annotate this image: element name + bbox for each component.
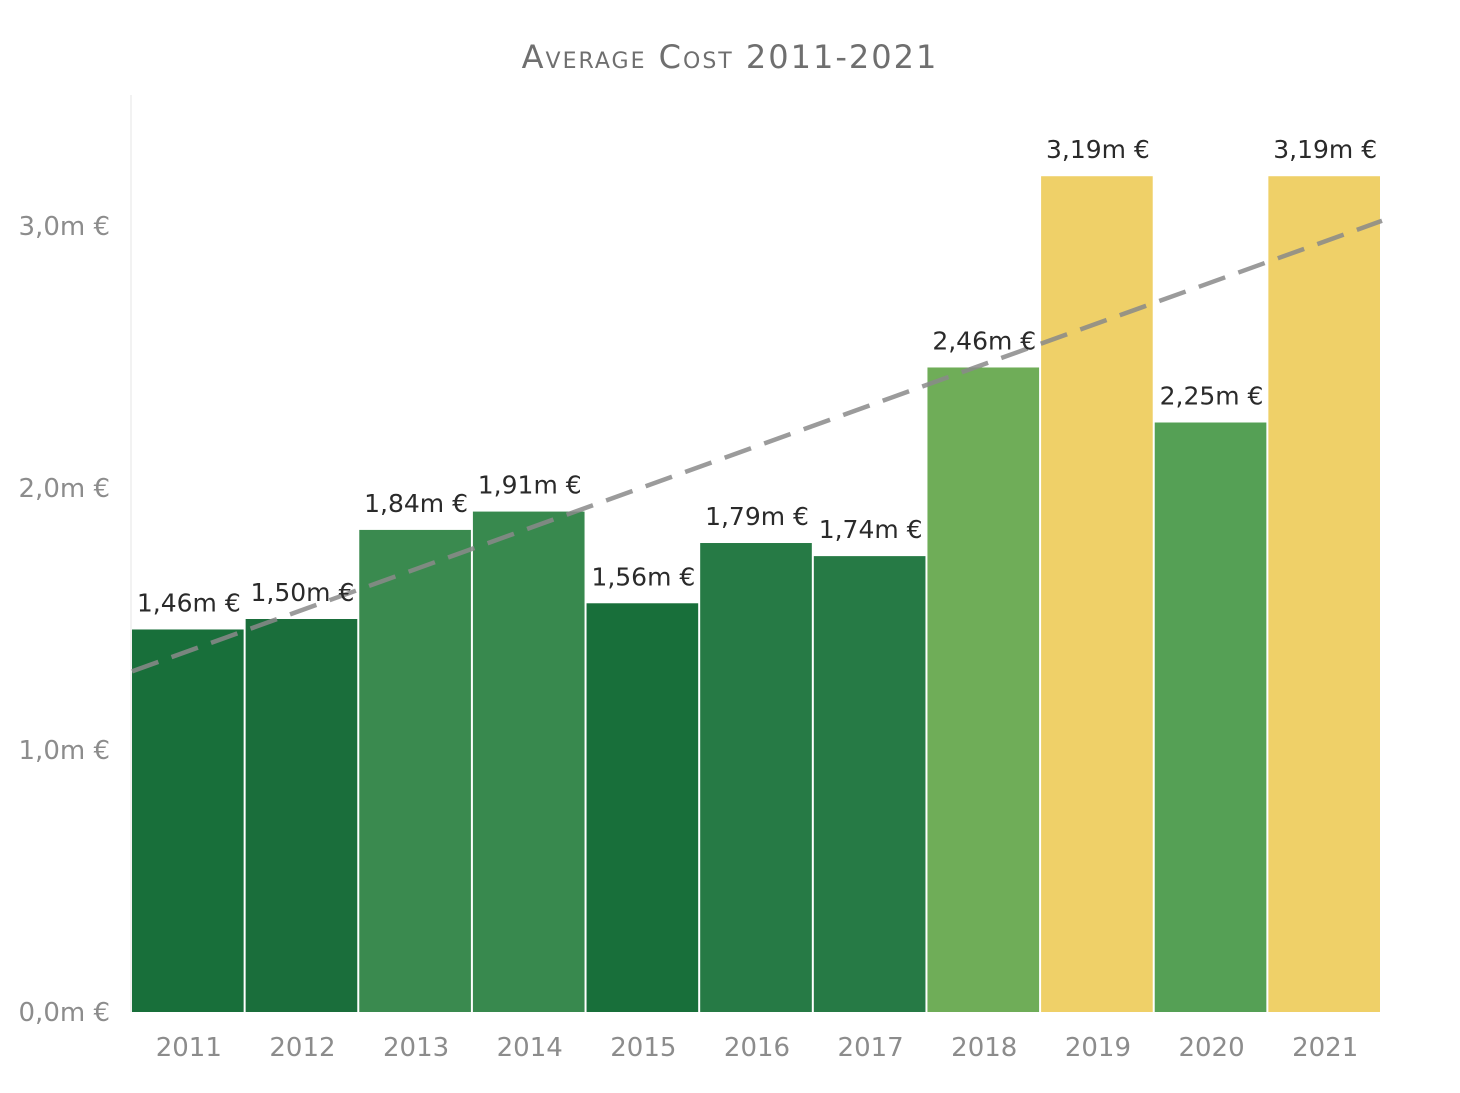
- x-tick-label: 2014: [497, 1033, 563, 1063]
- trend-layer: [131, 218, 1383, 674]
- bar-2011[interactable]: [132, 629, 244, 1012]
- data-label: 1,50m €: [251, 578, 355, 607]
- data-label: 1,84m €: [364, 489, 468, 518]
- x-tick-label: 2015: [610, 1033, 676, 1063]
- x-tick-label: 2016: [724, 1033, 790, 1063]
- bar-2014[interactable]: [472, 511, 585, 1012]
- y-tick-label: 2,0m €: [19, 474, 110, 504]
- x-tick-label: 2019: [1065, 1033, 1131, 1063]
- data-label: 1,46m €: [137, 588, 241, 617]
- bar-2015[interactable]: [586, 603, 699, 1012]
- data-label: 2,46m €: [932, 326, 1036, 355]
- bar-2013[interactable]: [359, 529, 471, 1012]
- data-label: 1,56m €: [591, 562, 695, 591]
- x-tick-label: 2011: [156, 1033, 222, 1063]
- bar-2012[interactable]: [245, 619, 358, 1012]
- data-label: 3,19m €: [1046, 135, 1150, 164]
- data-label: 3,19m €: [1273, 135, 1377, 164]
- bar-2019[interactable]: [1041, 176, 1153, 1013]
- bar-2021[interactable]: [1268, 176, 1380, 1013]
- labels-layer: 1,46m € 1,50m € 1,84m € 1,91m € 1,56m € 1,79m…: [137, 135, 1377, 617]
- x-tick-label: 2018: [951, 1033, 1017, 1063]
- data-label: 1,79m €: [705, 502, 809, 531]
- x-tick-label: 2012: [269, 1033, 335, 1063]
- bar-2018[interactable]: [927, 367, 1040, 1013]
- bar-2020[interactable]: [1154, 422, 1267, 1013]
- data-label: 2,25m €: [1160, 382, 1264, 411]
- data-label: 1,74m €: [819, 515, 923, 544]
- x-tick-label: 2020: [1178, 1033, 1244, 1063]
- x-tick-label: 2017: [838, 1033, 904, 1063]
- x-tick-label: 2013: [383, 1033, 449, 1063]
- bars-layer: [132, 176, 1380, 1013]
- chart-title: Average Cost 2011-2021: [521, 38, 939, 76]
- axis-layer: 2011 2012 2013 2014 2015 2016 2017 2018 2019 2020…: [19, 95, 1358, 1063]
- y-tick-label: 3,0m €: [19, 212, 110, 242]
- x-tick-label: 2021: [1292, 1033, 1358, 1063]
- y-tick-label: 1,0m €: [19, 736, 110, 766]
- bar-2017[interactable]: [813, 556, 926, 1012]
- data-label: 1,91m €: [478, 471, 582, 500]
- bar-2016[interactable]: [700, 543, 812, 1012]
- y-tick-label: 0,0m €: [19, 998, 110, 1028]
- trend-line: [131, 218, 1383, 674]
